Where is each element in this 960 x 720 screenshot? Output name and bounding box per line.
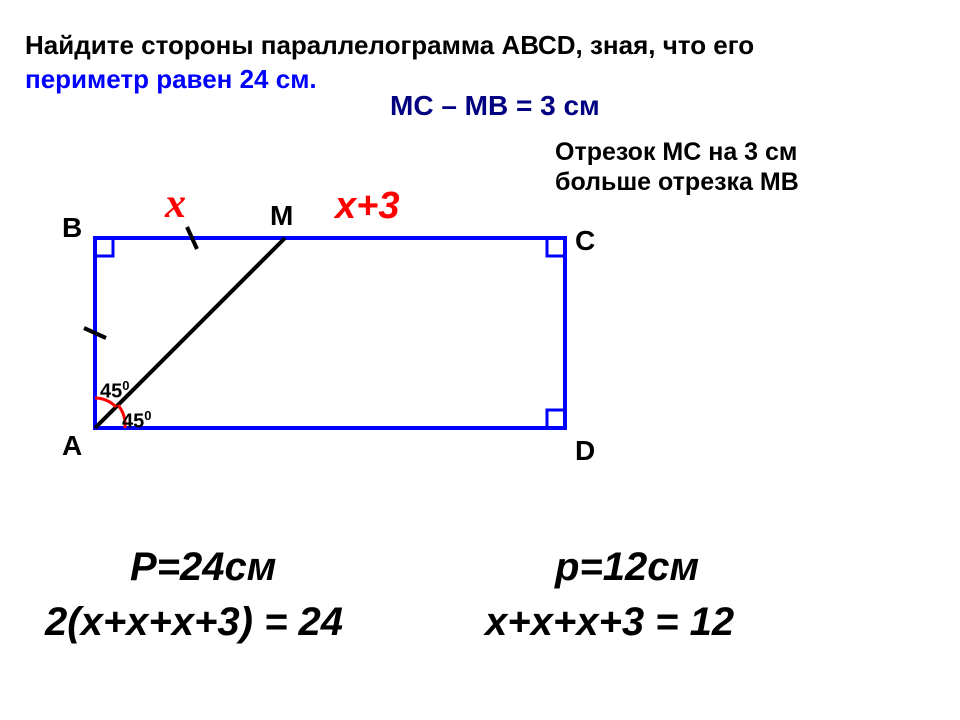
var-x3: x+3 <box>335 185 399 228</box>
vertex-M: М <box>270 200 293 232</box>
eq-P24: P=24см <box>130 545 276 590</box>
vertex-B: В <box>62 212 82 244</box>
angle-45-lower: 450 <box>122 408 151 434</box>
problem-line2: периметр равен 24 см. <box>25 64 317 95</box>
explanation-line2: больше отрезка МВ <box>555 168 799 197</box>
eq-p12: p=12см <box>555 545 699 590</box>
eq-half: х+х+х+3 = 12 <box>485 600 734 645</box>
eq-full: 2(х+х+х+3) = 24 <box>45 600 343 645</box>
explanation-line1: Отрезок МС на 3 см <box>555 138 797 167</box>
vertex-D: D <box>575 435 595 467</box>
vertex-C: С <box>575 225 595 257</box>
constraint: MC – MB = 3 см <box>390 90 600 122</box>
problem-line1: Найдите стороны параллелограмма АВСD, зн… <box>25 30 754 61</box>
vertex-A: А <box>62 430 82 462</box>
var-x: x <box>165 180 186 228</box>
angle-45-upper: 450 <box>100 378 129 404</box>
